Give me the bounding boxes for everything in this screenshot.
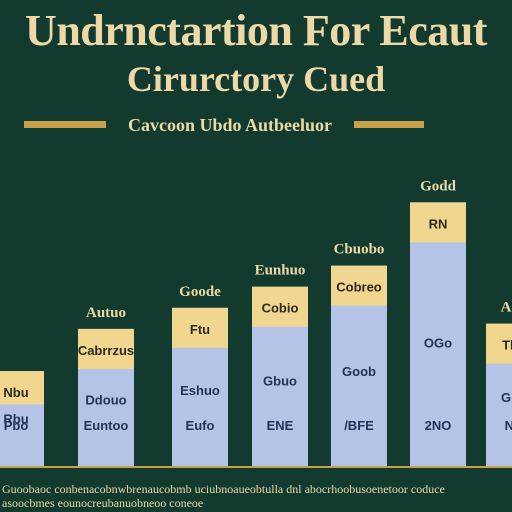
category-label: Eunhuo (255, 263, 306, 279)
caption-rule-left (24, 121, 106, 128)
bar-mid-label: Gbo (501, 390, 512, 405)
bar-cap (252, 286, 308, 327)
footnote-line-1: Guoobaoc conbenacobnwbrenaucobmb uciubno… (2, 482, 445, 496)
bar-bottom-label: Euntoo (84, 418, 129, 433)
bar-bottom-label: /BFE (344, 418, 374, 433)
category-label: Cbuobo (334, 242, 385, 258)
bar-cap-label: Cobio (262, 301, 299, 316)
bar-bottom-label: Pbo (4, 418, 29, 433)
bar-mid-label: Eshuo (180, 383, 220, 398)
bar-cap-label: Nbu (3, 385, 28, 400)
chart-title: Undrnctartion For Ecaut (25, 6, 487, 55)
bar-body (410, 202, 466, 466)
caption-rule-right (354, 121, 424, 128)
bar-cap (410, 202, 466, 243)
bar-bottom-label: NB (505, 418, 512, 433)
chart-subtitle: Cirurctory Cued (126, 59, 386, 99)
bar-mid-label: Gbuo (263, 373, 297, 388)
bar-mid-label: OGo (424, 335, 452, 350)
bar-cap (0, 371, 44, 405)
footnote-line-2: asoocbmes eounocreubanuobneoo coneoe (2, 496, 204, 510)
bar-cap-label: Cabrrzus (78, 343, 134, 358)
category-label: Abo (501, 300, 512, 316)
category-label: Autuo (86, 305, 126, 321)
category-label: Godd (420, 178, 457, 194)
bar-bottom-label: 2NO (425, 418, 452, 433)
bar-mid-label: Ddouo (85, 392, 126, 407)
bar-cap (78, 328, 134, 369)
category-label: Goode (179, 284, 221, 300)
bar-cap-label: Tbu (502, 338, 512, 353)
bar-bottom-label: Eufo (186, 418, 215, 433)
bar-mid-label: Goob (342, 364, 376, 379)
bar-cap (331, 265, 387, 306)
bar-cap-label: Cobreo (336, 280, 382, 295)
bar-cap-label: Ftu (190, 322, 210, 337)
bar-cap (486, 323, 512, 364)
bar-bottom-label: ENE (267, 418, 294, 433)
chart-title-block: Undrnctartion For Ecaut Cirurctory Cued (0, 6, 512, 100)
baseline (0, 466, 512, 468)
bar-cap (172, 307, 228, 348)
chart-caption: Cavcoon Ubdo Autbeeluor (127, 115, 333, 135)
bar-mid-label: Rbu (3, 411, 28, 426)
bar-cap-label: RN (429, 216, 448, 231)
caption-row: Cavcoon Ubdo Autbeeluor (24, 112, 424, 138)
